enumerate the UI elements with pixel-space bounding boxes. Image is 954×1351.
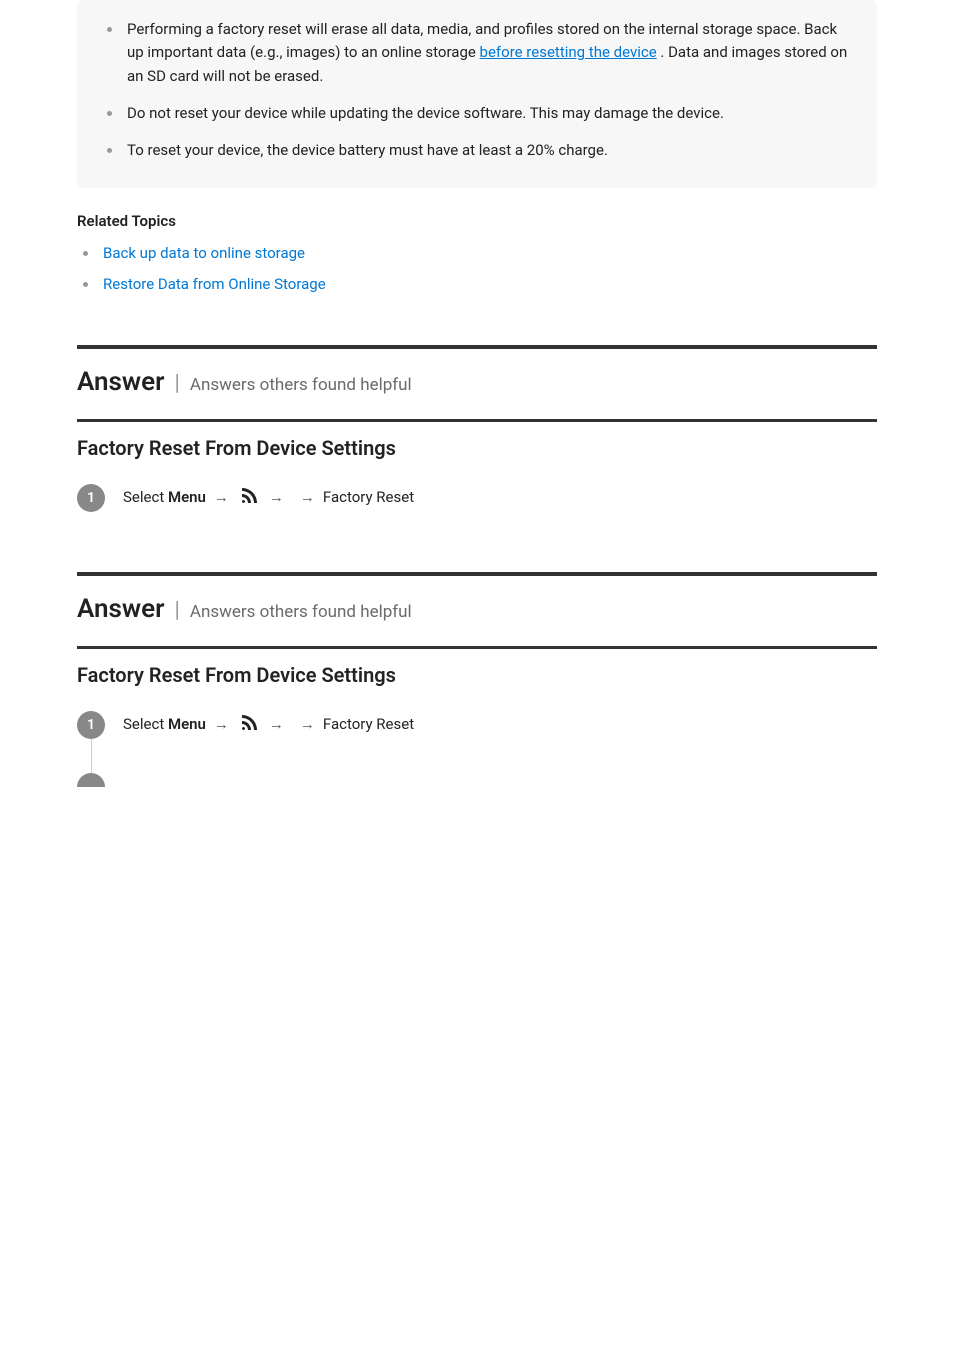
step-content: Select Menu → → → Factory Reset xyxy=(105,484,877,512)
sub-rule xyxy=(77,646,877,649)
related-item: Restore Data from Online Storage xyxy=(77,273,877,296)
arrow-icon: → xyxy=(300,484,315,511)
step-content: Select Menu → → → Factory Reset xyxy=(105,711,877,739)
step-connector xyxy=(91,739,92,773)
step-text: Factory Reset xyxy=(323,715,414,733)
notice-box: Performing a factory reset will erase al… xyxy=(77,0,877,188)
section-header: Answer | Answers others found helpful xyxy=(77,367,877,397)
step-text-bold: Menu xyxy=(168,715,206,733)
sub-rule xyxy=(77,419,877,422)
section-desc: Answers others found helpful xyxy=(190,602,412,622)
step: 1 Select Menu → → → Factory Reset xyxy=(77,484,877,512)
section-title: Answer xyxy=(77,367,164,397)
answer-section: Answer | Answers others found helpful Fa… xyxy=(77,345,877,512)
sub-title: Factory Reset From Device Settings xyxy=(77,436,877,460)
step-text: Factory Reset xyxy=(323,488,414,506)
settings-icon xyxy=(239,712,257,739)
section-rule xyxy=(77,572,877,576)
notice-item: To reset your device, the device battery… xyxy=(101,139,853,162)
notice-list: Performing a factory reset will erase al… xyxy=(101,18,853,162)
step-text: Select xyxy=(123,715,168,733)
arrow-icon: → xyxy=(214,711,229,738)
notice-item: Performing a factory reset will erase al… xyxy=(101,18,853,88)
settings-icon xyxy=(239,485,257,512)
step-number: 1 xyxy=(77,484,105,512)
answer-section: Answer | Answers others found helpful Fa… xyxy=(77,572,877,787)
notice-text: To reset your device, the device battery… xyxy=(127,141,608,159)
arrow-icon: → xyxy=(214,484,229,511)
notice-link[interactable]: before resetting the device xyxy=(480,43,657,61)
section-divider: | xyxy=(174,371,179,396)
step: 2 xyxy=(77,773,877,787)
sub-title: Factory Reset From Device Settings xyxy=(77,663,877,687)
related-link[interactable]: Back up data to online storage xyxy=(103,244,305,262)
step-number: 1 xyxy=(77,711,105,739)
step-text: Select xyxy=(123,488,168,506)
related-list: Back up data to online storage Restore D… xyxy=(77,242,877,295)
section-header: Answer | Answers others found helpful xyxy=(77,594,877,624)
step-number-partial: 2 xyxy=(77,773,105,787)
steps-timeline: 1 Select Menu → → → Factory Reset xyxy=(77,484,877,512)
section-rule xyxy=(77,345,877,349)
section-desc: Answers others found helpful xyxy=(190,375,412,395)
section-title: Answer xyxy=(77,594,164,624)
arrow-icon: → xyxy=(269,484,284,511)
step: 1 Select Menu → → → Factory Reset xyxy=(77,711,877,773)
step-text-bold: Menu xyxy=(168,488,206,506)
arrow-icon: → xyxy=(269,711,284,738)
notice-item: Do not reset your device while updating … xyxy=(101,102,853,125)
notice-text: Do not reset your device while updating … xyxy=(127,104,724,122)
related-item: Back up data to online storage xyxy=(77,242,877,265)
related-link[interactable]: Restore Data from Online Storage xyxy=(103,275,326,293)
arrow-icon: → xyxy=(300,711,315,738)
section-divider: | xyxy=(174,598,179,623)
related-heading: Related Topics xyxy=(77,212,877,230)
steps-timeline: 1 Select Menu → → → Factory Reset 2 xyxy=(77,711,877,787)
related-topics: Related Topics Back up data to online st… xyxy=(77,212,877,295)
